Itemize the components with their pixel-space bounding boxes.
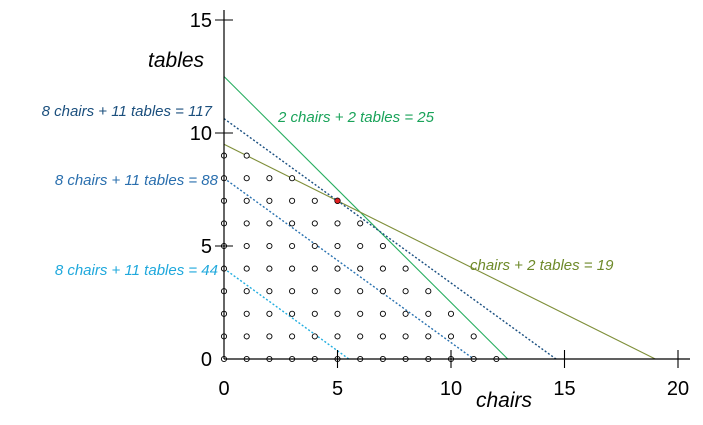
feasible-point: [379, 265, 386, 272]
feasible-point: [334, 288, 341, 295]
feasible-point: [357, 242, 364, 250]
feasible-point: [311, 197, 318, 204]
constraint-lines: [223, 76, 656, 360]
optimal-point: [334, 197, 341, 204]
feasible-point: [379, 310, 386, 317]
feasible-point: [334, 310, 341, 317]
feasible-point: [425, 333, 432, 340]
feasible-point: [266, 220, 273, 227]
line-label-2: chairs + 2 tables = 19: [470, 257, 614, 274]
line-5: [223, 268, 350, 360]
line-label-4: 8 chairs + 11 tables = 88: [55, 172, 219, 189]
feasible-point: [266, 175, 273, 182]
feasible-point: [289, 175, 296, 182]
feasible-point: [402, 310, 409, 317]
feasible-point: [289, 220, 296, 227]
y-tick-label: 15: [190, 10, 212, 32]
feasible-point: [243, 197, 250, 204]
feasible-point: [334, 220, 341, 227]
feasible-point: [243, 152, 250, 159]
feasible-point: [311, 333, 318, 340]
feasible-point: [402, 265, 409, 272]
x-tick-label: 10: [440, 378, 462, 400]
feasible-point: [243, 242, 250, 250]
feasible-point: [357, 265, 364, 272]
feasible-point: [289, 197, 296, 204]
feasible-point: [311, 288, 318, 295]
feasible-point: [266, 310, 273, 317]
feasible-point: [311, 310, 318, 317]
line-2: [223, 143, 656, 360]
feasible-point: [243, 310, 250, 317]
feasible-point: [334, 333, 341, 340]
feasible-point: [311, 220, 318, 227]
feasible-point: [402, 333, 409, 340]
line-label-3: 8 chairs + 11 tables = 117: [42, 103, 213, 120]
line-3: [223, 118, 557, 360]
feasible-point: [289, 242, 296, 250]
feasible-point: [447, 310, 455, 317]
feasible-point: [243, 265, 250, 272]
line-label-1: 2 chairs + 2 tables = 25: [277, 109, 435, 126]
line-label-5: 8 chairs + 11 tables = 44: [55, 262, 218, 279]
feasible-point: [379, 288, 386, 295]
feasible-point: [266, 265, 273, 272]
x-tick-label: 20: [667, 378, 689, 400]
feasible-point: [266, 288, 273, 295]
feasible-point: [379, 242, 386, 250]
feasible-point: [357, 310, 364, 317]
x-tick-label: 5: [332, 378, 343, 400]
feasible-point: [243, 333, 250, 340]
y-tick-label: 5: [201, 236, 212, 258]
feasible-point: [289, 288, 296, 295]
feasible-point: [289, 265, 296, 272]
x-tick-label: 15: [553, 378, 575, 400]
feasible-point: [470, 333, 477, 340]
y-tick-label: 10: [190, 123, 212, 145]
axis-ticks: 0 5 10 15 20 0 5 10 15: [190, 10, 689, 400]
feasible-point: [243, 288, 250, 295]
line-4: [223, 177, 475, 360]
x-tick-label: 0: [218, 378, 229, 400]
feasible-point: [402, 288, 409, 295]
y-axis-title: tables: [148, 49, 205, 72]
feasible-points: [220, 152, 500, 363]
feasible-point: [379, 333, 386, 340]
feasible-point: [357, 220, 364, 227]
feasible-point: [243, 175, 250, 182]
y-tick-label: 0: [201, 349, 212, 371]
line-labels: 2 chairs + 2 tables = 25 chairs + 2 table…: [42, 103, 614, 279]
feasible-point: [334, 242, 341, 250]
feasible-point: [447, 333, 455, 340]
feasible-point: [289, 310, 296, 317]
feasible-point: [266, 242, 273, 250]
feasible-point: [311, 242, 318, 250]
feasible-point: [425, 310, 432, 317]
feasible-point: [425, 288, 432, 295]
line-1: [223, 76, 509, 360]
feasible-point: [266, 197, 273, 204]
feasible-point: [243, 220, 250, 227]
feasible-point: [334, 265, 341, 272]
feasible-point: [266, 333, 273, 340]
feasible-point: [289, 333, 296, 340]
feasible-point: [357, 288, 364, 295]
feasible-point: [311, 265, 318, 272]
feasible-point: [357, 333, 364, 340]
axes: [223, 10, 690, 360]
x-axis-title: chairs: [476, 389, 533, 412]
